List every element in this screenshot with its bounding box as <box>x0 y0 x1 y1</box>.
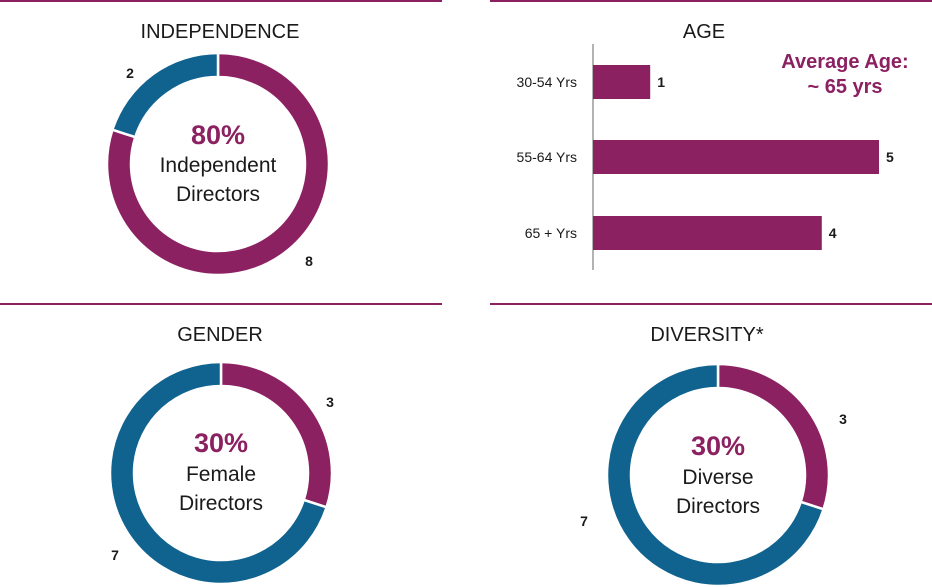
average-age-value: ~ 65 yrs <box>807 76 883 98</box>
age-category-30-54: 30-54 Yrs <box>517 74 577 90</box>
age-bar-chart: 1 5 4 30-54 Yrs 55-64 Yrs 65 + Yrs <box>517 44 894 270</box>
age-category-55-64: 55-64 Yrs <box>517 149 577 165</box>
gender-slice-male <box>108 360 329 586</box>
independence-center-line2: Directors <box>176 183 260 206</box>
independence-title: INDEPENDENCE <box>140 21 300 43</box>
diversity-center-percent: 30% <box>691 431 745 461</box>
gender-center-percent: 30% <box>194 428 248 458</box>
age-title: AGE <box>682 21 726 43</box>
gender-label-male: 7 <box>111 547 119 563</box>
independence-center-line1: Independent <box>160 154 277 177</box>
mid-right-rule <box>490 303 932 305</box>
top-left-rule <box>0 0 442 2</box>
diversity-label-not-diverse: 7 <box>580 513 588 529</box>
age-category-65-plus: 65 + Yrs <box>525 225 577 241</box>
independence-label-non-independent: 2 <box>126 65 134 81</box>
independence-center-percent: 80% <box>191 120 245 150</box>
gender-donut-chart: 30% Female Directors 3 7 <box>108 360 334 586</box>
gender-center-line2: Directors <box>179 492 263 515</box>
average-age-label: Average Age: <box>781 51 909 73</box>
age-bar-65-plus <box>593 216 822 250</box>
independence-label-independent: 8 <box>305 253 313 269</box>
mid-left-rule <box>0 303 442 305</box>
diversity-center-line2: Directors <box>676 495 760 518</box>
age-value-65-plus: 4 <box>829 225 837 241</box>
gender-center-line1: Female <box>186 463 256 486</box>
age-value-30-54: 1 <box>657 74 665 90</box>
independence-donut-chart: 80% Independent Directors 2 8 <box>105 51 331 277</box>
gender-title: GENDER <box>177 324 263 346</box>
diversity-center-line1: Diverse <box>682 466 753 489</box>
diversity-label-diverse: 3 <box>839 411 847 427</box>
independence-slice-independent <box>105 51 331 277</box>
diversity-title: DIVERSITY* <box>650 324 764 346</box>
independence-slice-non-independent <box>110 51 220 139</box>
age-value-55-64: 5 <box>886 149 894 165</box>
age-bar-55-64 <box>593 140 879 174</box>
top-right-rule <box>490 0 932 2</box>
average-age-annotation: Average Age: ~ 65 yrs <box>760 50 930 100</box>
age-bar-30-54 <box>593 65 651 99</box>
diversity-slice-not-diverse <box>605 362 826 587</box>
gender-label-female: 3 <box>326 394 334 410</box>
